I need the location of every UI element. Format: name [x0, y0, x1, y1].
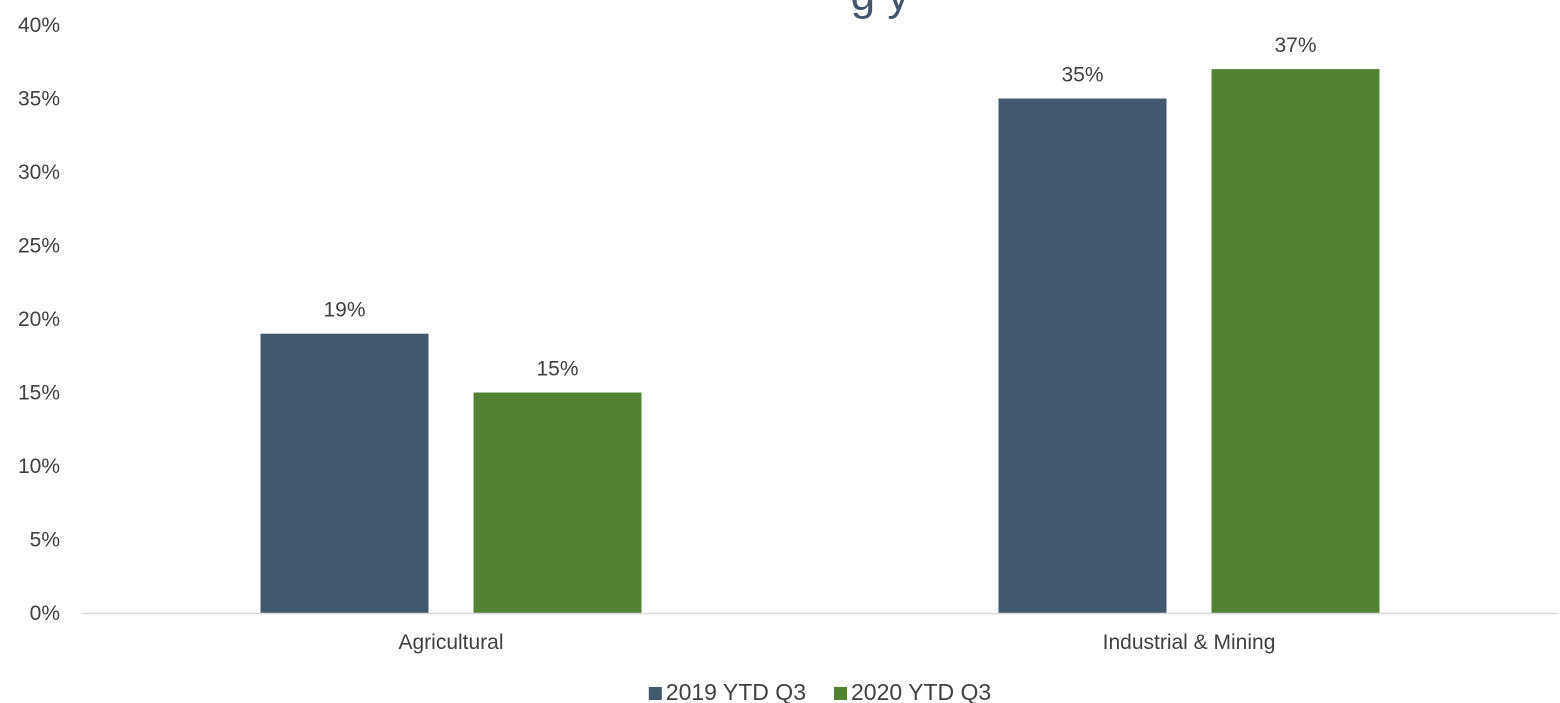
legend-label: 2020 YTD Q3 [851, 679, 991, 703]
bar-series-1 [260, 333, 429, 613]
y-tick-label: 5% [30, 529, 60, 552]
bar-series-1 [998, 98, 1167, 613]
chart-title: g y [851, 0, 910, 20]
legend-item: 2019 YTD Q3 [648, 679, 806, 703]
y-tick-label: 0% [30, 602, 60, 625]
y-tick-label: 25% [18, 235, 60, 258]
legend-swatch [648, 687, 662, 700]
y-tick-label: 35% [18, 88, 60, 111]
bar-series-2 [1211, 69, 1380, 614]
legend-swatch [834, 687, 847, 700]
data-label: 37% [1274, 34, 1316, 57]
category-label: Industrial & Mining [1103, 631, 1276, 654]
y-tick-label: 30% [18, 161, 60, 184]
y-tick-label: 20% [18, 308, 60, 331]
category-label: Agricultural [398, 631, 503, 654]
data-label: 35% [1061, 64, 1103, 87]
legend-label: 2019 YTD Q3 [666, 679, 806, 703]
y-tick-label: 10% [18, 455, 60, 478]
y-tick-label: 40% [18, 14, 60, 37]
y-tick-label: 15% [18, 382, 60, 405]
data-label: 15% [536, 358, 578, 381]
data-label: 19% [323, 299, 365, 322]
legend-item: 2020 YTD Q3 [834, 679, 991, 703]
bar-series-2 [473, 392, 642, 613]
legend: 2019 YTD Q3 2020 YTD Q3 [648, 679, 991, 703]
